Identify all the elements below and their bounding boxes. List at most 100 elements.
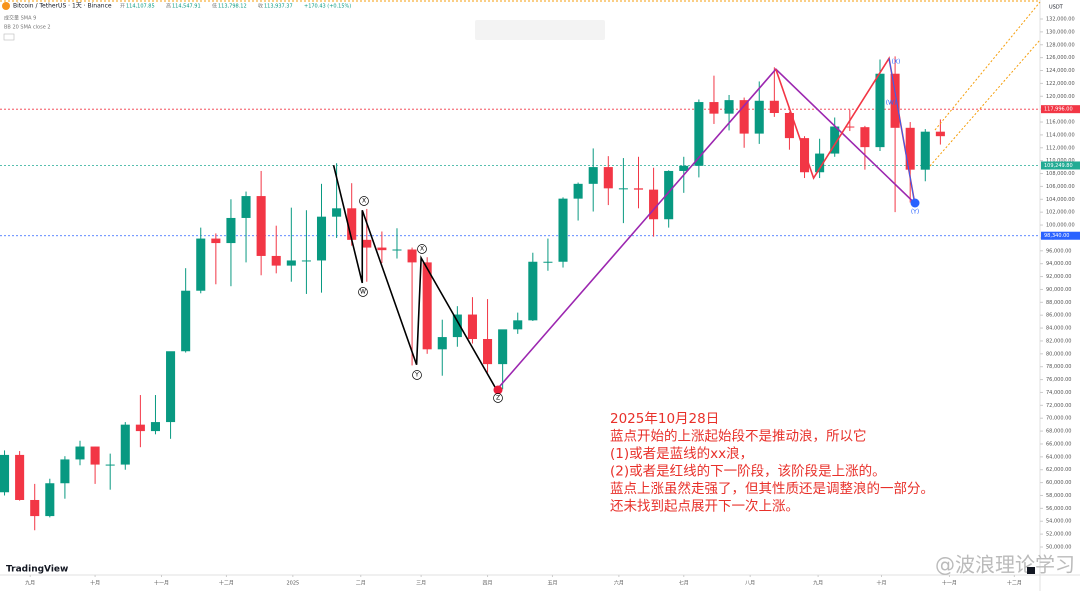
candle-body [694, 102, 704, 166]
candle-body [724, 100, 734, 114]
y-tick-label: 132,000.00 [1046, 16, 1075, 22]
currency: USDT [1049, 5, 1064, 11]
candle-body [0, 454, 10, 493]
y-tick-label: 96,000.00 [1046, 248, 1071, 254]
candle-body [105, 464, 115, 466]
x-tick-label: 七月 [679, 580, 689, 587]
x-tick-label: 三月 [416, 581, 426, 587]
note-line: 蓝点开始的上涨起始段不是推动浪，所以它 [610, 428, 867, 445]
candle-body [483, 339, 493, 365]
candle-body [347, 208, 357, 240]
candle-body [135, 424, 145, 432]
candle-body [935, 131, 945, 137]
y-tick-label: 76,000.00 [1046, 377, 1071, 383]
overlay-box [475, 20, 605, 40]
indicator: 成交量 SMA 9 [4, 15, 36, 22]
candle-body [800, 138, 810, 173]
candle-body [181, 290, 191, 352]
watermark: @波浪理论学习 [935, 553, 1075, 577]
x-tick-label: 十月 [877, 580, 887, 587]
candle-body [422, 262, 432, 350]
y-tick-label: 70,000.00 [1046, 416, 1071, 422]
x-tick-label: 十一月 [942, 580, 957, 587]
y-tick-label: 52,000.00 [1046, 532, 1071, 538]
x-tick-label: 2025 [286, 581, 299, 587]
wave-label: (Y) [911, 209, 919, 216]
y-tick-label: 66,000.00 [1046, 441, 1071, 447]
wave-line [332, 164, 498, 391]
candle-body [90, 446, 100, 465]
ohlc-label: 高 [166, 3, 171, 10]
ohlc-change: +170.43 (+0.15%) [304, 4, 351, 10]
note-line: (2)或者是红线的下一阶段，该阶段是上涨的。 [610, 464, 886, 480]
candle-body [528, 261, 538, 321]
y-tick-label: 56,000.00 [1046, 506, 1071, 512]
y-tick-label: 124,000.00 [1046, 68, 1075, 74]
wave-line [888, 58, 916, 204]
candle-body [664, 170, 674, 220]
candle-body [920, 131, 930, 170]
wave-circle [417, 244, 427, 254]
indicator: BB 20 SMA close 2 [4, 25, 51, 31]
candle-body [60, 459, 70, 484]
note-line: 还未找到起点展开下一次上涨。 [610, 499, 799, 515]
y-tick-label: 92,000.00 [1046, 274, 1071, 280]
x-tick-label: 六月 [614, 580, 624, 587]
y-tick-label: 74,000.00 [1046, 390, 1071, 396]
note-line: 蓝点上涨虽然走强了，但其性质还是调整浪的一部分。 [610, 480, 934, 497]
candle-body [30, 499, 40, 517]
candle-body [588, 167, 598, 184]
ohlc-value: 113,798.12 [218, 4, 247, 10]
ohlc-value: 114,107.85 [126, 4, 155, 10]
candle-body [437, 337, 447, 350]
wave-label: Y [414, 372, 419, 379]
y-tick-label: 58,000.00 [1046, 493, 1071, 499]
brand: TradingView [6, 565, 68, 575]
projection [934, 1, 1041, 131]
y-tick-label: 102,000.00 [1046, 210, 1075, 216]
candle-body [362, 239, 372, 248]
ohlc-value: 113,937.37 [264, 4, 293, 10]
y-tick-label: 122,000.00 [1046, 81, 1075, 87]
wave-circle [493, 393, 503, 403]
ohlc-label: 收 [258, 3, 263, 10]
y-tick-label: 130,000.00 [1046, 29, 1075, 35]
candle-body [739, 100, 749, 134]
candle-body [332, 208, 342, 217]
y-tick-label: 100,000.00 [1046, 223, 1075, 229]
price-tag-label: 117,996.00 [1044, 107, 1073, 113]
y-tick-label: 114,000.00 [1046, 132, 1075, 138]
candle-body [558, 198, 568, 262]
x-tick-label: 十二月 [1007, 580, 1022, 587]
x-tick-label: 二月 [356, 581, 366, 587]
candle-body [211, 238, 221, 244]
candle-body [226, 217, 236, 244]
candle-body [316, 216, 327, 261]
candle-body [543, 261, 553, 263]
candle-body [905, 127, 915, 170]
y-tick-label: 84,000.00 [1046, 326, 1071, 332]
brand-text: TradingView [6, 565, 68, 575]
price-tag [1041, 161, 1080, 170]
scroll-btn[interactable] [1027, 567, 1035, 574]
price-tag-label: 109,249.80 [1044, 163, 1073, 169]
candle-body [769, 100, 779, 114]
x-tick-label: 九月 [813, 580, 823, 587]
candle-body [467, 314, 477, 340]
wave-label: X [362, 198, 366, 205]
candle-body [407, 249, 417, 263]
y-tick-label: 106,000.00 [1046, 184, 1075, 190]
candle-body [286, 260, 296, 266]
y-tick-label: 50,000.00 [1046, 544, 1071, 550]
candle-body [649, 189, 659, 220]
wave-circle [412, 370, 422, 380]
x-tick-label: 九月 [25, 580, 35, 587]
collapse-btn[interactable] [3, 33, 15, 41]
y-tick-label: 72,000.00 [1046, 403, 1071, 409]
coin-icon [2, 2, 10, 10]
candle-body [573, 183, 583, 199]
y-tick-label: 128,000.00 [1046, 42, 1075, 48]
candle-body [256, 196, 266, 256]
candle-body [241, 196, 251, 218]
